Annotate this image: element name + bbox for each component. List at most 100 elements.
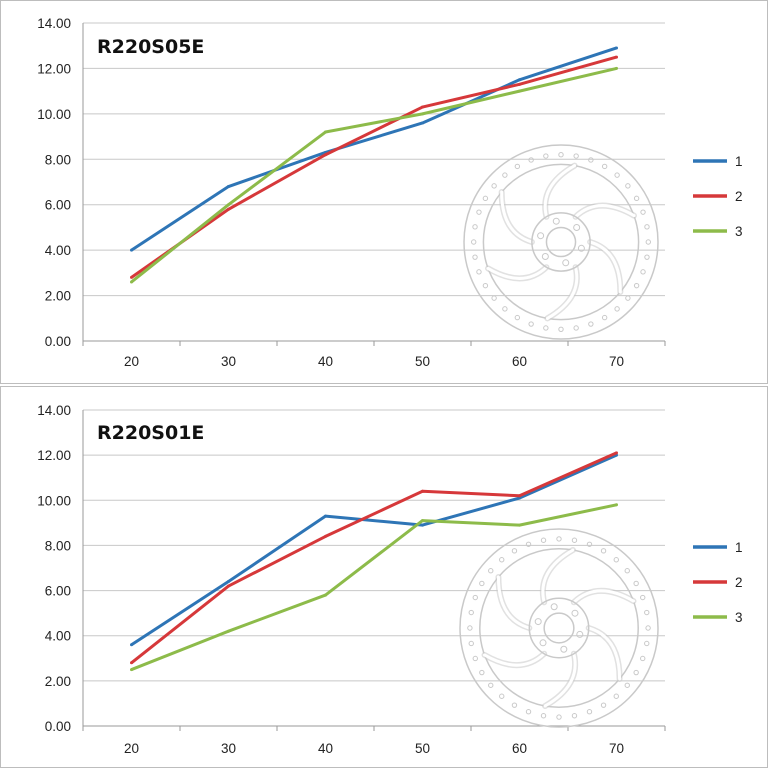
rotor-vent-hole <box>633 669 639 676</box>
rotor-vent-hole <box>476 269 482 275</box>
rotor-vent-hole <box>588 321 594 327</box>
rotor-spoke-highlight <box>483 652 546 667</box>
data-point-series-1 <box>227 185 230 189</box>
rotor-bolt-hole <box>576 630 584 638</box>
rotor-vent-hole <box>573 153 579 159</box>
rotor-vent-hole <box>640 655 646 662</box>
line-chart-r220s05e: 0.00 2.00 4.00 6.00 8.00 10.00 12.00 14.00 20 30 4… <box>37 16 743 369</box>
x-tick-label: 70 <box>609 354 624 369</box>
rotor-vent-hole <box>476 209 482 215</box>
data-point-series-3 <box>518 523 521 527</box>
rotor-vent-hole <box>499 557 505 563</box>
rotor-vent-hole <box>468 609 474 616</box>
data-point-series-3 <box>130 280 133 284</box>
rotor-vent-hole <box>614 306 620 312</box>
data-point-series-2 <box>130 661 133 665</box>
rotor-vent-hole <box>472 594 478 601</box>
chart-title: R220S05E <box>97 36 204 58</box>
data-point-series-2 <box>615 55 618 59</box>
x-tick-label: 40 <box>318 354 333 369</box>
rotor-vent-hole <box>528 157 534 163</box>
series-line-3 <box>130 503 617 671</box>
disc-rotor-icon <box>463 144 659 340</box>
rotor-vent-hole <box>514 163 521 170</box>
data-point-series-2 <box>518 494 521 498</box>
rotor-vent-hole <box>573 325 579 331</box>
chart-panel-r220s01e: 0.00 2.00 4.00 6.00 8.00 10.00 12.00 14.00 20 30 4… <box>0 386 768 768</box>
legend-label-2: 2 <box>735 575 743 590</box>
rotor-vent-hole <box>613 693 619 699</box>
rotor-bolt-hole <box>534 618 542 626</box>
data-point-series-1 <box>227 580 230 584</box>
rotor-spoke-highlight <box>545 265 579 320</box>
rotor-vent-hole <box>479 669 485 676</box>
rotor-spoke-highlight <box>574 204 636 219</box>
rotor-vent-hole <box>556 714 562 720</box>
data-point-series-1 <box>518 496 521 500</box>
rotor-spoke-highlight <box>500 190 534 244</box>
rotor-vent-hole <box>558 152 564 158</box>
series-line-1 <box>130 46 617 252</box>
rotor-vent-hole <box>467 625 473 631</box>
rotor-bolt-hole <box>550 603 558 611</box>
rotor-spoke-highlight <box>543 652 577 708</box>
rotor-inner-edge <box>479 548 639 708</box>
y-tick-label: 12.00 <box>37 61 71 76</box>
x-tick-label: 50 <box>415 354 430 369</box>
x-tick-label: 60 <box>512 741 527 756</box>
rotor-vent-hole <box>588 157 594 163</box>
rotor-bolt-hole <box>541 253 549 261</box>
data-point-series-2 <box>421 489 424 493</box>
rotor-vent-hole <box>600 702 607 708</box>
rotor-vent-hole <box>625 183 631 189</box>
y-tick-label: 4.00 <box>45 243 71 258</box>
data-point-series-1 <box>324 514 327 518</box>
data-point-series-3 <box>324 130 327 134</box>
rotor-vent-hole <box>633 195 640 202</box>
data-point-series-2 <box>227 207 230 211</box>
data-point-series-3 <box>421 112 424 116</box>
y-tick-label: 6.00 <box>45 584 71 599</box>
rotor-vent-hole <box>571 713 578 719</box>
rotor-vent-hole <box>543 153 549 159</box>
rotor-vent-hole <box>645 625 651 631</box>
data-point-series-3 <box>518 89 521 93</box>
rotor-vent-hole <box>624 568 630 574</box>
rotor-outer-edge <box>459 528 659 728</box>
y-tick-label: 14.00 <box>37 403 71 418</box>
rotor-vent-hole <box>502 172 508 178</box>
rotor-spoke-highlight <box>486 265 548 280</box>
rotor-vent-hole <box>586 709 593 715</box>
rotor-spoke-highlight <box>496 575 531 630</box>
legend-label-3: 3 <box>735 224 743 239</box>
rotor-vent-hole <box>488 682 494 688</box>
rotor-vent-hole <box>540 713 547 719</box>
rotor-bolt-hole <box>573 223 581 231</box>
rotor-vent-hole <box>644 224 650 230</box>
rotor-center-hole <box>543 612 575 644</box>
rotor-vent-hole <box>558 326 564 332</box>
rotor-spoke-highlight <box>541 548 575 604</box>
data-point-series-1 <box>518 78 521 82</box>
rotor-vent-hole <box>640 269 646 275</box>
data-point-series-1 <box>615 46 618 50</box>
rotor-vent-hole <box>491 183 497 189</box>
rotor-vent-hole <box>528 321 534 327</box>
disc-rotor-icon <box>459 528 659 728</box>
rotor-vent-hole <box>525 709 532 715</box>
rotor-vent-hole <box>640 209 646 215</box>
rotor-spoke-highlight <box>543 164 577 219</box>
rotor-vent-hole <box>613 557 619 563</box>
rotor-vent-hole <box>511 548 518 554</box>
rotor-hub <box>531 212 591 272</box>
rotor-vent-hole <box>601 314 608 321</box>
rotor-vent-hole <box>601 163 608 170</box>
rotor-vent-hole <box>525 541 532 547</box>
rotor-vent-hole <box>468 640 474 647</box>
data-point-series-3 <box>421 519 424 523</box>
data-point-series-1 <box>130 643 133 647</box>
y-tick-label: 0.00 <box>45 334 71 349</box>
rotor-vent-hole <box>614 172 620 178</box>
rotor-vent-hole <box>600 548 607 554</box>
rotor-vent-hole <box>633 282 640 289</box>
